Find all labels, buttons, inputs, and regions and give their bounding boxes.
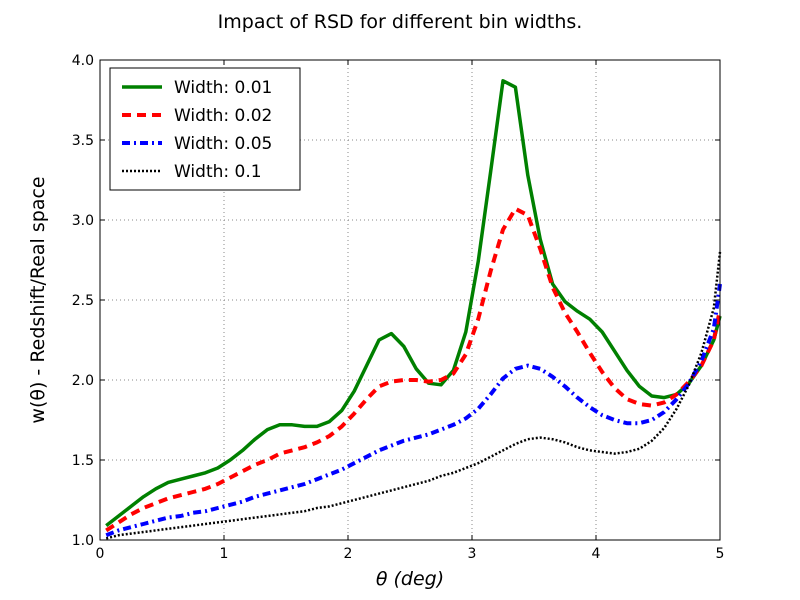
x-tick-label: 4 — [592, 546, 601, 562]
x-tick-label: 2 — [344, 546, 353, 562]
x-tick-label: 3 — [468, 546, 477, 562]
x-tick-label: 1 — [220, 546, 229, 562]
y-tick-label: 3.0 — [72, 213, 94, 229]
series-line-3 — [105, 283, 722, 538]
x-axis-label: θ (deg) — [376, 568, 444, 590]
axis-ticks: 0 1 2 3 4 5 1.0 1.5 2.0 2.5 3.0 3.5 4.0 — [72, 53, 725, 562]
legend-label-4: Width: 0.1 — [174, 162, 262, 182]
chart-title: Impact of RSD for different bin widths. — [218, 11, 583, 33]
legend-label-3: Width: 0.05 — [174, 134, 272, 154]
legend: Width: 0.01 Width: 0.02 Width: 0.05 Width: … — [109, 67, 301, 191]
y-tick-label: 1.0 — [72, 533, 94, 549]
y-tick-label: 1.5 — [72, 453, 94, 469]
y-tick-label: 3.5 — [72, 133, 94, 149]
series-group — [105, 79, 722, 540]
legend-label-2: Width: 0.02 — [174, 106, 272, 126]
y-axis-label: w(θ) - Redshift/Real space — [27, 176, 49, 423]
y-tick-label: 2.5 — [72, 293, 94, 309]
series-line-2 — [105, 206, 722, 533]
legend-label-1: Width: 0.01 — [174, 78, 272, 98]
x-tick-label: 5 — [716, 546, 725, 562]
series-line-1 — [105, 79, 722, 527]
y-tick-label: 4.0 — [72, 53, 94, 69]
series-line-4 — [105, 251, 722, 540]
y-tick-label: 2.0 — [72, 373, 94, 389]
x-tick-label: 0 — [96, 546, 105, 562]
